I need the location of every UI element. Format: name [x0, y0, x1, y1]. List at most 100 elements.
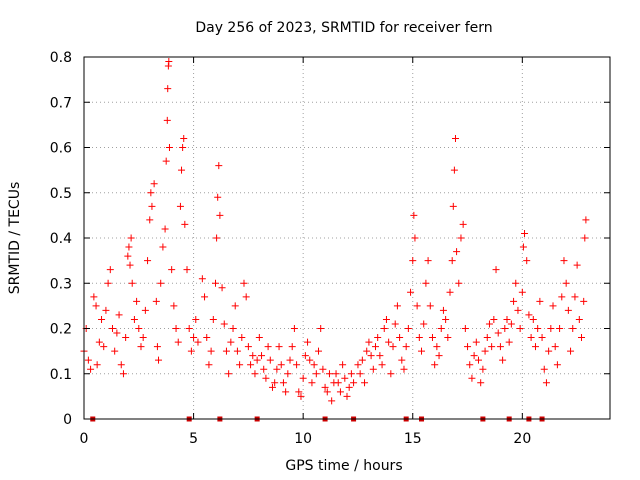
- data-point: [130, 315, 138, 323]
- data-point: [213, 234, 221, 242]
- data-point: [531, 343, 539, 351]
- data-point: [165, 144, 173, 151]
- data-point: [542, 379, 550, 387]
- data-point: [299, 374, 307, 382]
- plot-frame: [83, 56, 611, 420]
- data-point: [501, 325, 509, 332]
- data-point: [122, 334, 130, 342]
- data-point: [433, 343, 441, 351]
- data-point: [350, 379, 358, 387]
- data-point: [295, 388, 303, 396]
- data-point: [411, 234, 419, 242]
- data-point: [323, 388, 331, 396]
- data-point: [387, 370, 395, 378]
- data-point: [260, 365, 268, 373]
- data-point: [450, 166, 458, 174]
- data-point: [455, 279, 463, 287]
- data-point: [266, 356, 274, 364]
- data-points: [80, 58, 590, 405]
- data-point: [510, 297, 518, 305]
- data-point: [304, 338, 312, 346]
- data-point: [236, 361, 244, 369]
- data-point: [262, 374, 270, 382]
- data-point: [218, 284, 226, 292]
- data-point: [180, 134, 188, 142]
- data-point: [505, 338, 513, 346]
- data-point: [418, 347, 426, 355]
- data-point: [301, 352, 309, 360]
- data-point: [284, 370, 292, 378]
- data-point: [468, 374, 476, 382]
- data-point: [516, 325, 524, 332]
- data-point: [523, 257, 531, 265]
- data-point: [571, 293, 579, 301]
- data-point: [400, 365, 408, 373]
- data-point: [334, 379, 342, 387]
- data-point: [378, 361, 386, 369]
- data-point: [288, 343, 296, 351]
- x-tick-label: 0: [80, 431, 89, 447]
- data-point: [163, 116, 171, 124]
- y-tick-label: 0.8: [50, 50, 72, 66]
- y-tick-label: 0: [63, 412, 72, 428]
- data-point: [461, 325, 469, 332]
- data-point: [127, 234, 135, 242]
- y-tick-labels: 0 0.1 0.2 0.3 0.4 0.5 0.6 0.7 0.8: [50, 50, 72, 428]
- data-point: [457, 234, 465, 242]
- data-point: [477, 379, 485, 387]
- data-point: [444, 334, 452, 342]
- data-point: [137, 343, 145, 351]
- data-point: [286, 356, 294, 364]
- data-point: [437, 325, 445, 332]
- data-point: [470, 352, 478, 360]
- y-tick-label: 0.2: [50, 322, 72, 338]
- data-point: [536, 297, 544, 305]
- data-point: [556, 325, 564, 332]
- data-point: [192, 315, 200, 323]
- data-point: [358, 356, 366, 364]
- data-point: [310, 361, 318, 369]
- data-point: [466, 361, 474, 369]
- data-point: [389, 343, 397, 351]
- data-point: [402, 343, 410, 351]
- data-point: [233, 347, 241, 355]
- y-tick-label: 0.6: [50, 141, 72, 157]
- data-point: [354, 361, 362, 369]
- data-point: [435, 352, 443, 360]
- data-point: [459, 220, 467, 228]
- data-point: [209, 315, 217, 323]
- data-point: [426, 302, 434, 310]
- data-point: [255, 334, 263, 342]
- data-point: [293, 361, 301, 369]
- data-point: [315, 347, 323, 355]
- data-point: [141, 306, 149, 314]
- data-point: [431, 361, 439, 369]
- data-point: [98, 315, 106, 323]
- data-point: [428, 334, 436, 342]
- data-point: [393, 302, 401, 310]
- data-point: [244, 343, 252, 351]
- data-point: [150, 180, 158, 188]
- data-point: [367, 352, 375, 360]
- data-point: [356, 370, 364, 378]
- data-point: [198, 275, 206, 283]
- data-point: [578, 334, 586, 342]
- data-point: [227, 338, 235, 346]
- data-point: [525, 311, 533, 319]
- data-point: [170, 302, 178, 310]
- data-point: [258, 352, 266, 360]
- data-point: [249, 352, 257, 360]
- data-point: [238, 334, 246, 342]
- data-point: [92, 302, 100, 310]
- data-point: [540, 365, 548, 373]
- data-point: [319, 365, 327, 373]
- data-point: [483, 334, 491, 342]
- data-point: [369, 365, 377, 373]
- data-point: [547, 325, 555, 332]
- data-point: [139, 334, 147, 342]
- data-point: [503, 315, 511, 323]
- data-point: [104, 279, 112, 287]
- x-tick-label: 5: [189, 431, 198, 447]
- data-point: [277, 361, 285, 369]
- grid-lines: [84, 57, 610, 419]
